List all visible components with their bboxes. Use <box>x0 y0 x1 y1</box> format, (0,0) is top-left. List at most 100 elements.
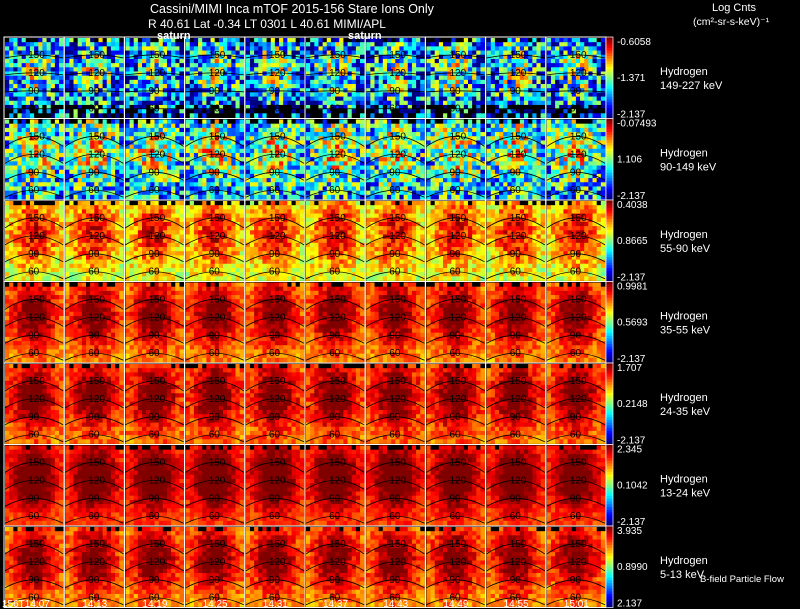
contour-label: 60 <box>88 430 100 441</box>
contour-line <box>125 398 184 409</box>
band-species: Hydrogen <box>660 555 708 567</box>
contour-line <box>305 154 365 164</box>
contour-label: 60 <box>149 348 161 359</box>
contour-line <box>125 416 184 426</box>
contour-line <box>305 317 365 327</box>
image-cell: 60 90 120 150 <box>244 36 306 119</box>
contour-line <box>125 171 184 181</box>
contour-line <box>245 154 305 164</box>
contour-line <box>486 54 545 59</box>
image-cell: 60 90 120 150 <box>424 525 487 608</box>
band-energy: 55-90 keV <box>660 243 711 255</box>
contour-label: 120 <box>329 231 346 242</box>
contour-label: 60 <box>28 267 40 278</box>
contour-label: 60 <box>510 430 522 441</box>
contour-line <box>245 90 305 93</box>
contour-label: 120 <box>269 557 286 568</box>
contour-label: 90 <box>209 575 221 586</box>
image-cell: 60 90 120 150 <box>184 199 246 282</box>
contour-label: 60 <box>450 348 462 359</box>
contour-line <box>366 597 425 606</box>
image-cell: 60 90 120 150 <box>63 118 125 201</box>
contour-label: 60 <box>88 267 100 278</box>
contour-label: 150 <box>149 213 166 224</box>
image-cell: 60 90 120 150 <box>545 444 607 527</box>
contour-line <box>365 380 425 392</box>
contour-line <box>185 480 245 490</box>
contour-line <box>125 317 184 327</box>
contour-label: 120 <box>269 68 286 79</box>
contour-line <box>4 90 64 93</box>
band-2: 60 90 120 150 60 90 120 150 60 90 120 150 60 90 120 150… <box>3 118 717 202</box>
contour-line <box>366 189 425 198</box>
contour-label: 90 <box>88 86 100 97</box>
contour-line <box>305 271 365 280</box>
contour-label: 150 <box>209 131 226 142</box>
contour-line <box>426 380 485 392</box>
colorbar-min: -2.137 <box>617 517 646 528</box>
contour-line <box>366 352 425 361</box>
contour-line <box>426 90 485 93</box>
contour-line <box>185 271 244 280</box>
contour-line <box>125 72 184 76</box>
contour-label: 120 <box>28 312 45 323</box>
contour-label: 120 <box>88 475 105 486</box>
contour-line <box>486 171 545 181</box>
contour-line <box>245 462 305 473</box>
contour-label: 120 <box>269 475 286 486</box>
contour-line <box>4 416 64 426</box>
image-cell: 60 90 120 150 <box>3 362 65 445</box>
contour-label: 90 <box>329 412 341 423</box>
contour-label: 120 <box>28 149 45 160</box>
colorbar: 2.345 0.1042 -2.137 <box>605 444 648 528</box>
contour-label: 120 <box>570 394 587 405</box>
image-cell: 60 90 120 150 <box>424 362 487 445</box>
contour-label: 150 <box>209 376 226 387</box>
contour-line <box>185 154 245 164</box>
contour-label: 60 <box>570 593 582 604</box>
contour-label: 60 <box>88 185 100 196</box>
contour-label: 60 <box>28 348 40 359</box>
contour-line <box>185 434 244 443</box>
contour-label: 90 <box>329 493 341 504</box>
contour-line <box>426 299 485 310</box>
contour-label: 60 <box>149 185 161 196</box>
contour-line <box>546 462 606 473</box>
band-1: 60 90 120 150 60 90 120 150 60 90 120 150 60 90 120 150… <box>3 36 723 121</box>
image-cell: 60 90 120 150 <box>184 525 246 608</box>
contour-label: 150 <box>28 294 45 305</box>
contour-line <box>65 90 124 93</box>
colorbar: -0.07493 1.106 -2.137 <box>605 118 657 202</box>
contour-line <box>185 380 245 392</box>
contour-line <box>185 235 245 246</box>
contour-label: 150 <box>329 457 346 468</box>
contour-label: 120 <box>510 394 527 405</box>
image-cell: 60 90 120 150 <box>184 362 246 445</box>
contour-line <box>64 136 124 147</box>
contour-label: 150 <box>510 457 527 468</box>
colorbar-max: 1.707 <box>617 363 642 374</box>
contour-line <box>64 543 124 555</box>
contour-line <box>185 561 245 572</box>
contour-label: 120 <box>510 557 527 568</box>
image-cell: 60 90 120 150 <box>364 444 426 527</box>
contour-label: 60 <box>209 511 221 522</box>
contour-label: 90 <box>510 167 522 178</box>
contour-label: 60 <box>149 593 161 604</box>
contour-label: 150 <box>269 50 286 61</box>
time-tick: 156T14:07 <box>2 599 50 609</box>
contour-label: 150 <box>389 294 406 305</box>
band-energy: 90-149 keV <box>660 161 717 173</box>
contour-line <box>185 171 244 181</box>
image-cell: 60 90 120 150 <box>545 118 607 201</box>
contour-line <box>426 543 485 555</box>
contour-line <box>65 189 124 198</box>
band-6: 60 90 120 150 60 90 120 150 60 90 120 150 60 90 120 150… <box>3 444 711 528</box>
colorbar-max: 0.4038 <box>617 200 648 211</box>
band-species: Hydrogen <box>660 147 708 159</box>
contour-line <box>65 434 124 443</box>
contour-label: 150 <box>570 50 587 61</box>
contour-line <box>365 561 425 572</box>
colorbar-mid: 0.5693 <box>617 317 648 328</box>
